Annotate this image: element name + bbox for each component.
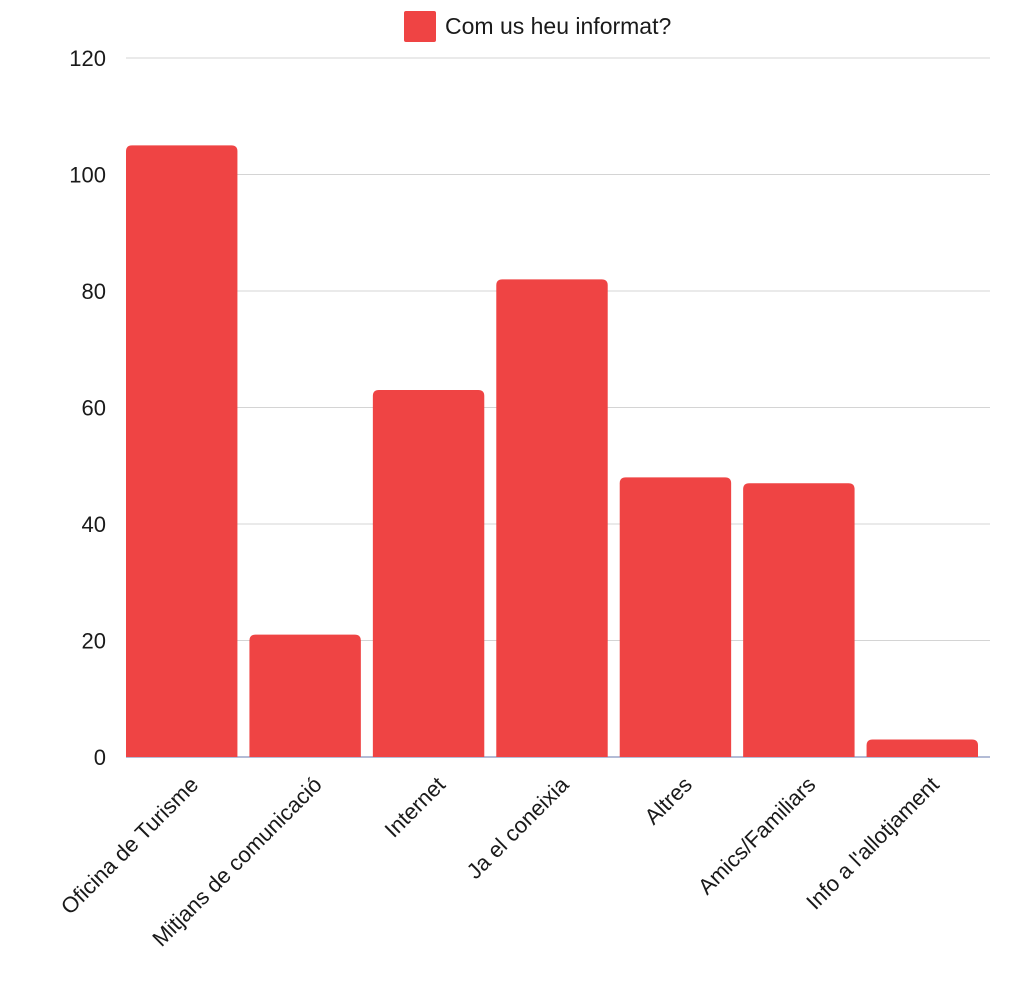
x-tick-label: Oficina de Turisme: [56, 772, 203, 919]
x-tick-label: Amics/Familiars: [693, 772, 820, 899]
y-tick-label: 20: [82, 629, 106, 654]
bar: [126, 145, 238, 757]
x-tick-label: Altres: [640, 772, 697, 829]
y-tick-label: 80: [82, 279, 106, 304]
x-tick-label: Ja el coneixia: [462, 771, 574, 883]
bar: [743, 483, 855, 757]
x-tick-label: Info a l'allotjament: [801, 772, 944, 915]
bar: [619, 477, 732, 757]
bar: [496, 279, 608, 757]
bar: [249, 634, 361, 757]
x-tick-label: Internet: [380, 772, 450, 842]
y-tick-label: 60: [82, 396, 106, 421]
bar: [372, 390, 485, 757]
y-tick-label: 40: [82, 512, 106, 537]
y-tick-label: 100: [69, 163, 106, 188]
bar: [866, 739, 978, 757]
y-axis-ticks: 0 20 40 60 80 100 120: [69, 46, 106, 770]
bars: [126, 145, 978, 757]
chart-legend: Com us heu informat?: [404, 11, 671, 42]
y-tick-label: 120: [69, 46, 106, 71]
y-tick-label: 0: [94, 745, 106, 770]
legend-label: Com us heu informat?: [445, 13, 672, 39]
legend-swatch: [404, 11, 436, 42]
